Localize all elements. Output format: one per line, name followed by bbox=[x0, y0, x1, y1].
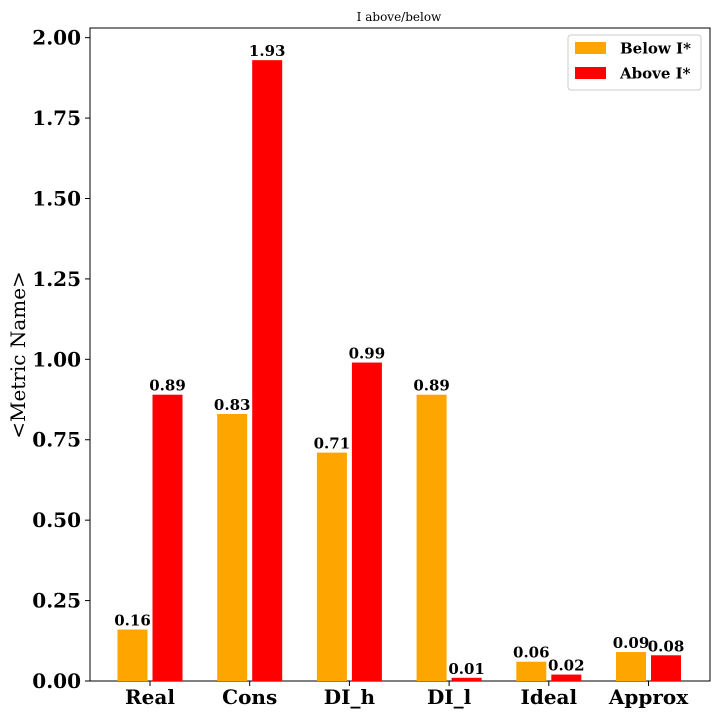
bar-above-cons bbox=[252, 60, 283, 682]
data-label: 0.83 bbox=[214, 396, 251, 414]
y-tick-label: 0.25 bbox=[32, 589, 81, 613]
bar-below-real bbox=[117, 629, 148, 681]
data-label: 0.99 bbox=[349, 345, 386, 363]
data-label: 0.89 bbox=[149, 377, 186, 395]
x-tick-label: Ideal bbox=[520, 685, 577, 709]
y-tick-label: 1.50 bbox=[32, 186, 81, 210]
x-tick-label: Approx bbox=[608, 685, 689, 709]
bar-below-approx bbox=[616, 652, 646, 681]
bar-below-cons bbox=[217, 414, 248, 681]
data-label: 1.93 bbox=[249, 42, 286, 60]
y-tick-label: 1.75 bbox=[32, 106, 81, 130]
y-tick-label: 1.25 bbox=[32, 267, 81, 291]
bar-below-di-h bbox=[316, 452, 347, 681]
data-label: 0.08 bbox=[648, 637, 685, 655]
x-tick-label: Real bbox=[125, 685, 175, 709]
plot-frame bbox=[89, 27, 711, 682]
bar-above-ideal bbox=[551, 674, 582, 681]
bar-above-approx bbox=[651, 655, 681, 681]
y-tick-label: 1.00 bbox=[32, 347, 81, 371]
data-label: 0.06 bbox=[513, 644, 550, 662]
y-tick-label: 2.00 bbox=[32, 26, 81, 50]
x-tick-label: DI_h bbox=[324, 685, 376, 709]
legend-swatch bbox=[575, 67, 606, 79]
data-label: 0.89 bbox=[413, 377, 450, 395]
x-tick-label: Cons bbox=[222, 685, 277, 709]
legend-swatch bbox=[575, 42, 606, 54]
chart-title: I above/below bbox=[357, 10, 442, 24]
x-tick-label: DI_l bbox=[427, 685, 472, 709]
data-label: 0.16 bbox=[114, 612, 151, 630]
bar-above-real bbox=[152, 394, 183, 681]
data-label: 0.02 bbox=[548, 657, 585, 675]
y-tick-label: 0.75 bbox=[32, 428, 81, 452]
y-tick-label: 0.50 bbox=[32, 508, 81, 532]
data-label: 0.71 bbox=[314, 435, 351, 453]
bar-above-di-h bbox=[351, 362, 382, 681]
legend: Below I* Above I* bbox=[567, 34, 702, 91]
y-axis-label: <Metric Name> bbox=[6, 271, 30, 439]
y-tick-label: 0.00 bbox=[32, 669, 81, 693]
data-label: 0.09 bbox=[613, 634, 650, 652]
data-label: 0.01 bbox=[448, 660, 485, 678]
legend-entry: Above I* bbox=[619, 65, 691, 83]
plot-area: 0.00 0.25 0.50 0.75 1.00 1.25 1.50 1.75 2.00 Real… bbox=[32, 26, 711, 709]
bar-above-di-l bbox=[451, 677, 482, 681]
legend-entry: Below I* bbox=[620, 40, 691, 58]
bar-below-ideal bbox=[516, 661, 547, 681]
bar-below-di-l bbox=[416, 394, 447, 681]
